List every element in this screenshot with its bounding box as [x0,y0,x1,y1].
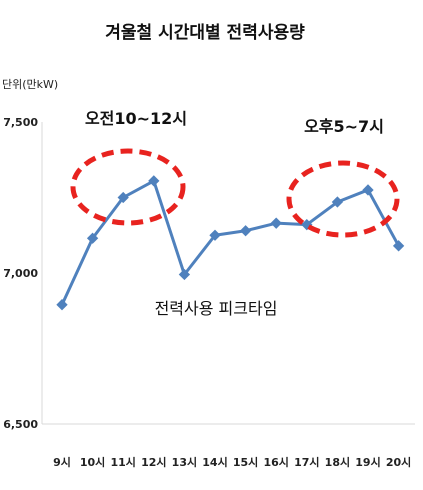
x-tick-label: 9시 [53,456,71,469]
data-point [148,175,160,187]
x-tick-label: 12시 [141,456,166,469]
chart-title: 겨울철 시간대별 전력사용량 [105,23,305,43]
data-point [209,229,221,241]
evening-peak-label: 오후5~7시 [304,117,384,136]
x-tick-label: 13시 [172,456,197,469]
x-tick-label: 14시 [202,456,227,469]
x-tick-label: 15시 [233,456,258,469]
morning-peak-label: 오전10~12시 [85,109,187,128]
x-tick-label: 11시 [110,456,135,469]
y-tick-labels: 6,500 7,000 7,500 [3,116,38,431]
x-tick-label: 20시 [386,456,411,469]
x-tick-label: 10시 [80,456,105,469]
y-tick-label: 7,000 [3,267,38,280]
y-tick-label: 7,500 [3,116,38,129]
x-tick-label: 18시 [325,456,350,469]
data-point [392,240,405,252]
x-tick-label: 19시 [355,456,380,469]
morning-peak-highlight [70,148,186,226]
x-tick-label: 17시 [294,456,319,469]
data-point [178,268,191,281]
series-line [60,179,400,306]
unit-label: 단위(만kW) [2,78,58,91]
evening-peak-highlight [286,160,400,238]
data-point [270,217,282,229]
x-tick-label: 16시 [263,456,288,469]
y-tick-label: 6,500 [3,418,38,431]
data-point [239,225,252,237]
data-point [331,196,344,208]
x-tick-labels: 9시 10시 11시 12시 13시 14시 15시 16시 17시 18시 19시 20시 [53,456,411,469]
peak-time-label: 전력사용 피크타임 [155,299,278,318]
data-point [362,184,374,196]
